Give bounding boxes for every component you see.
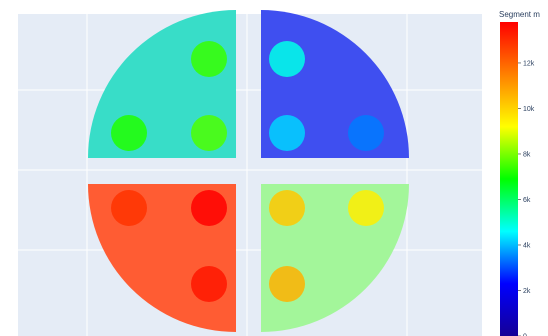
gridlines: [18, 14, 482, 336]
quadrant-top-left: [88, 10, 236, 158]
quadrant-bottom-right-circle-upper-left[interactable]: [269, 190, 305, 226]
quadrant-bottom-right-circle-upper-right[interactable]: [348, 190, 384, 226]
colorbar-tick-label-0: 0: [523, 334, 527, 336]
colorbar-tick-label-6k: 6k: [523, 197, 531, 204]
quadrant-bottom-left: [88, 184, 236, 332]
quadrant-top-right-circle-lower-right[interactable]: [348, 115, 384, 151]
colorbar-ticks: 0 2k 4k 6k 8k 10k 12k: [518, 60, 535, 336]
plot-area: [88, 10, 409, 332]
colorbar-title: Segment m: [499, 10, 540, 19]
quadrant-bottom-left-circle-upper-right[interactable]: [191, 190, 227, 226]
quadrant-top-right: [261, 10, 409, 158]
colorbar-tick-label-4k: 4k: [523, 242, 531, 249]
quadrant-bottom-left-circle-upper-left[interactable]: [111, 190, 147, 226]
quadrant-top-left-circle-lower-left[interactable]: [111, 115, 147, 151]
quadrant-bottom-right-circle-lower-left[interactable]: [269, 266, 305, 302]
quadrant-top-right-circle-upper-left[interactable]: [269, 41, 305, 77]
colorbar-tick-label-10k: 10k: [523, 106, 535, 113]
colorbar-tick-label-2k: 2k: [523, 288, 531, 295]
colorbar-tick-label-12k: 12k: [523, 60, 535, 67]
quadrant-bottom-left-circle-lower-right[interactable]: [191, 266, 227, 302]
colorbar-bar: [500, 22, 518, 336]
colorbar: Segment m 0 2k 4k 6k 8k 10k 12k: [499, 10, 540, 336]
colorbar-tick-label-8k: 8k: [523, 151, 531, 158]
quadrant-top-left-circle-lower-right[interactable]: [191, 115, 227, 151]
quadrant-bottom-right: [261, 184, 409, 332]
plot-background: [18, 14, 482, 336]
quadrant-top-left-circle-outer-top[interactable]: [191, 41, 227, 77]
quadrant-top-right-circle-lower-left[interactable]: [269, 115, 305, 151]
